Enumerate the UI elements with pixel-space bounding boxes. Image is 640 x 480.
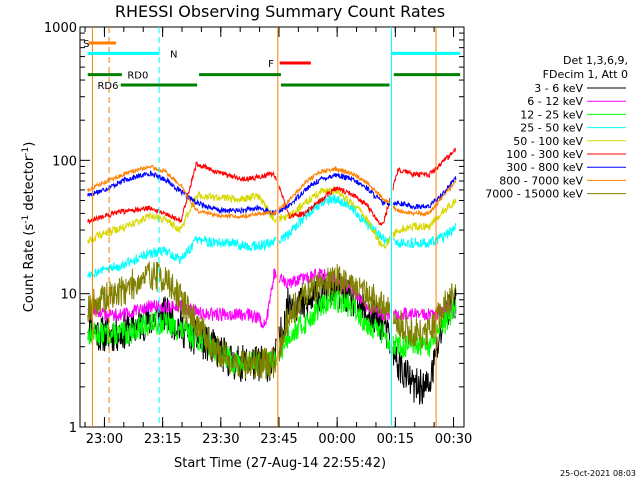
y-tick-label-3: 100 xyxy=(52,154,77,169)
legend: Det 1,3,6,9, FDecim 1, Att 0 3 - 6 keV6 … xyxy=(485,54,628,201)
series-line-1 xyxy=(87,270,457,405)
series-layer xyxy=(87,147,457,405)
legend-label-2: 6 - 12 keV xyxy=(527,95,583,108)
flag-label-3: F xyxy=(268,59,274,70)
legend-label-1: 3 - 6 keV xyxy=(534,82,583,95)
flag-label-2: N xyxy=(170,49,177,60)
x-tick-label-4: 23:45 xyxy=(260,432,297,447)
legend-header-line-1: Det 1,3,6,9, xyxy=(563,54,628,67)
y-axis-title-exponent: -1 xyxy=(21,215,31,224)
series-line-4 xyxy=(87,194,457,279)
y-tick-label-1: 1 xyxy=(69,421,77,436)
legend-label-9: 7000 - 15000 keV xyxy=(485,188,583,201)
flag-label-5: RD6 xyxy=(97,81,118,92)
x-tick-label-5: 00:00 xyxy=(318,432,355,447)
y-axis-title-tail: detector xyxy=(22,155,37,215)
y-axis-title: Count Rate (s-1 detector-1) xyxy=(21,142,37,313)
legend-header-line-2: FDecim 1, Att 0 xyxy=(543,68,628,81)
x-tick-label-7: 00:30 xyxy=(435,432,472,447)
series-line-6 xyxy=(87,147,457,227)
legend-label-8: 800 - 7000 keV xyxy=(499,174,583,187)
render-timestamp: 25-Oct-2021 08:03 xyxy=(560,469,636,478)
legend-label-6: 100 - 300 keV xyxy=(506,148,583,161)
legend-label-3: 12 - 25 keV xyxy=(520,108,583,121)
y-tick-label-2: 10 xyxy=(60,288,77,303)
x-tick-label-2: 23:15 xyxy=(144,432,181,447)
flag-label-1: S xyxy=(83,39,89,50)
legend-label-5: 50 - 100 keV xyxy=(513,135,583,148)
series-line-5 xyxy=(87,184,457,250)
flag-label-4: RD0 xyxy=(127,71,148,82)
x-tick-label-3: 23:30 xyxy=(202,432,239,447)
x-tick-label-1: 23:00 xyxy=(86,432,123,447)
x-axis-title: Start Time (27-Aug-14 22:55:42) xyxy=(174,456,386,471)
vertical-markers-layer xyxy=(91,27,437,427)
legend-label-7: 300 - 800 keV xyxy=(506,161,583,174)
y-axis-title-tail-exponent: -1 xyxy=(21,147,31,156)
flags-layer: S N F RD0 RD6 xyxy=(83,39,461,92)
y-axis-title-close: ) xyxy=(22,142,37,147)
plot-area-frame xyxy=(79,26,465,428)
series-line-7 xyxy=(87,170,457,216)
x-tick-label-6: 00:15 xyxy=(377,432,414,447)
y-tick-label-4: 1000 xyxy=(44,21,77,36)
chart-title: RHESSI Observing Summary Count Rates xyxy=(115,2,445,21)
series-line-9 xyxy=(87,261,457,380)
y-axis-title-main: Count Rate (s xyxy=(22,224,37,313)
series-line-8 xyxy=(87,164,457,220)
legend-label-4: 25 - 50 keV xyxy=(520,122,583,135)
axes-layer: 23:00 23:15 23:30 23:45 00:00 00:15 00:30 1 10 10… xyxy=(44,21,472,447)
